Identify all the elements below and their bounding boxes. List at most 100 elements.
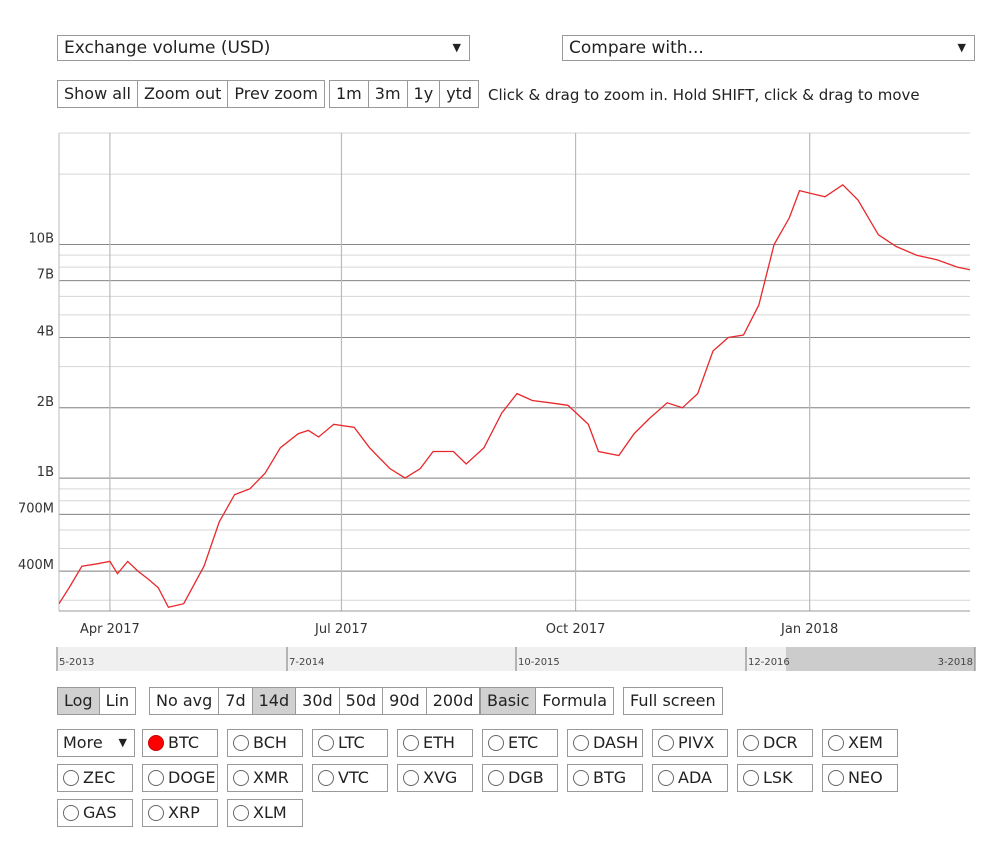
coin-dcr[interactable]: DCR bbox=[737, 729, 813, 757]
radio-icon bbox=[658, 770, 674, 786]
coin-doge[interactable]: DOGE bbox=[142, 764, 218, 792]
coin-label: NEO bbox=[848, 768, 883, 787]
range-ytd-button[interactable]: ytd bbox=[446, 84, 473, 103]
zoom-hint: Click & drag to zoom in. Hold SHIFT, cli… bbox=[488, 86, 920, 104]
metric-select[interactable]: Exchange volume (USD) ▼ bbox=[57, 35, 470, 61]
avg-14d-button[interactable]: 14d bbox=[252, 688, 297, 714]
zoom-out-button[interactable]: Zoom out bbox=[138, 81, 229, 107]
coin-eth[interactable]: ETH bbox=[397, 729, 473, 757]
range-3m-button[interactable]: 3m bbox=[369, 81, 408, 107]
prev-zoom-button[interactable]: Prev zoom bbox=[234, 84, 318, 103]
y-tick-label: 4B bbox=[37, 324, 54, 339]
avg-90d-button[interactable]: 90d bbox=[383, 688, 427, 714]
x-tick-label: Jul 2017 bbox=[314, 622, 368, 637]
coin-label: DASH bbox=[593, 733, 639, 752]
x-axis-ticks: Apr 2017 Jul 2017 Oct 2017 Jan 2018 bbox=[80, 133, 838, 637]
coin-dgb[interactable]: DGB bbox=[482, 764, 558, 792]
gridlines bbox=[59, 132, 970, 601]
more-select-value: More bbox=[63, 733, 103, 752]
radio-icon bbox=[233, 770, 249, 786]
range-1y-button[interactable]: 1y bbox=[408, 81, 441, 107]
range-button-group: 1m 3m 1y ytd bbox=[329, 80, 480, 108]
radio-icon bbox=[318, 770, 334, 786]
chevron-down-icon: ▼ bbox=[957, 41, 966, 54]
range-1m-button[interactable]: 1m bbox=[330, 81, 369, 107]
coin-label: BTC bbox=[168, 733, 199, 752]
coin-pivx[interactable]: PIVX bbox=[652, 729, 728, 757]
coin-etc[interactable]: ETC bbox=[482, 729, 558, 757]
radio-icon bbox=[148, 735, 164, 751]
scale-log-button[interactable]: Log bbox=[58, 688, 100, 714]
scale-button-group: Log Lin bbox=[57, 687, 137, 715]
radio-icon bbox=[148, 770, 164, 786]
radio-icon bbox=[828, 770, 844, 786]
mode-formula-button[interactable]: Formula bbox=[542, 691, 608, 710]
y-tick-label: 700M bbox=[18, 501, 54, 516]
coin-label: ETC bbox=[508, 733, 539, 752]
mode-basic-button[interactable]: Basic bbox=[481, 688, 537, 714]
coin-xlm[interactable]: XLM bbox=[227, 799, 303, 827]
coin-label: GAS bbox=[83, 803, 117, 822]
coin-label: XMR bbox=[253, 768, 289, 787]
fullscreen-button[interactable]: Full screen bbox=[630, 691, 716, 710]
radio-icon bbox=[63, 805, 79, 821]
mode-button-group: Basic Formula bbox=[480, 687, 615, 715]
navigator-label: 7-2014 bbox=[289, 657, 324, 668]
radio-icon bbox=[318, 735, 334, 751]
show-all-button[interactable]: Show all bbox=[58, 81, 138, 107]
coin-neo[interactable]: NEO bbox=[822, 764, 898, 792]
coin-xrp[interactable]: XRP bbox=[142, 799, 218, 827]
radio-icon bbox=[828, 735, 844, 751]
avg-200d-button[interactable]: 200d bbox=[432, 691, 474, 710]
x-tick-label: Apr 2017 bbox=[80, 622, 140, 637]
compare-select[interactable]: Compare with... ▼ bbox=[562, 35, 975, 61]
coin-xem[interactable]: XEM bbox=[822, 729, 898, 757]
radio-icon bbox=[233, 735, 249, 751]
coin-label: XLM bbox=[253, 803, 287, 822]
coin-btc[interactable]: BTC bbox=[142, 729, 218, 757]
chevron-down-icon: ▼ bbox=[452, 41, 461, 54]
radio-icon bbox=[573, 770, 589, 786]
radio-icon bbox=[573, 735, 589, 751]
scale-lin-button[interactable]: Lin bbox=[105, 691, 130, 710]
y-tick-label: 400M bbox=[18, 558, 54, 573]
coin-bch[interactable]: BCH bbox=[227, 729, 303, 757]
coin-label: LTC bbox=[338, 733, 365, 752]
coin-label: BTG bbox=[593, 768, 627, 787]
radio-icon bbox=[63, 770, 79, 786]
coin-lsk[interactable]: LSK bbox=[737, 764, 813, 792]
y-axis-ticks: 400M 700M 1B 2B 4B 7B 10B bbox=[18, 231, 970, 573]
navigator-label: 10-2015 bbox=[518, 657, 560, 668]
avg-7d-button[interactable]: 7d bbox=[219, 688, 253, 714]
volume-chart[interactable]: 400M 700M 1B 2B 4B 7B 10B Apr 2017 Jul 2017 Oct … bbox=[0, 0, 1006, 680]
more-select[interactable]: More ▼ bbox=[57, 729, 135, 757]
navigator-label: 12-2016 bbox=[748, 657, 790, 668]
coin-xmr[interactable]: XMR bbox=[227, 764, 303, 792]
zoom-button-group: Show all Zoom out Prev zoom bbox=[57, 80, 325, 108]
coin-label: ADA bbox=[678, 768, 712, 787]
coin-xvg[interactable]: XVG bbox=[397, 764, 473, 792]
coin-label: LSK bbox=[763, 768, 793, 787]
radio-icon bbox=[743, 770, 759, 786]
coin-label: XVG bbox=[423, 768, 458, 787]
avg-no-avg-button[interactable]: No avg bbox=[150, 688, 220, 714]
avg-50d-button[interactable]: 50d bbox=[340, 688, 384, 714]
coin-vtc[interactable]: VTC bbox=[312, 764, 388, 792]
navigator-bar: 5-2013 7-2014 10-2015 12-2016 3-2018 bbox=[56, 647, 976, 671]
coin-btg[interactable]: BTG bbox=[567, 764, 643, 792]
coin-ltc[interactable]: LTC bbox=[312, 729, 388, 757]
avg-30d-button[interactable]: 30d bbox=[296, 688, 340, 714]
chevron-down-icon: ▼ bbox=[118, 736, 127, 749]
coin-label: ZEC bbox=[83, 768, 116, 787]
fullscreen-button-group: Full screen bbox=[623, 687, 723, 715]
coin-zec[interactable]: ZEC bbox=[57, 764, 133, 792]
navigator-labels: 5-2013 7-2014 10-2015 12-2016 3-2018 bbox=[56, 647, 976, 671]
coin-gas[interactable]: GAS bbox=[57, 799, 133, 827]
navigator-selection bbox=[786, 647, 975, 671]
coin-dash[interactable]: DASH bbox=[567, 729, 643, 757]
navigator-label: 5-2013 bbox=[59, 657, 94, 668]
coin-ada[interactable]: ADA bbox=[652, 764, 728, 792]
x-tick-label: Oct 2017 bbox=[546, 622, 606, 637]
y-tick-label: 1B bbox=[37, 465, 54, 480]
y-tick-label: 7B bbox=[37, 268, 54, 283]
